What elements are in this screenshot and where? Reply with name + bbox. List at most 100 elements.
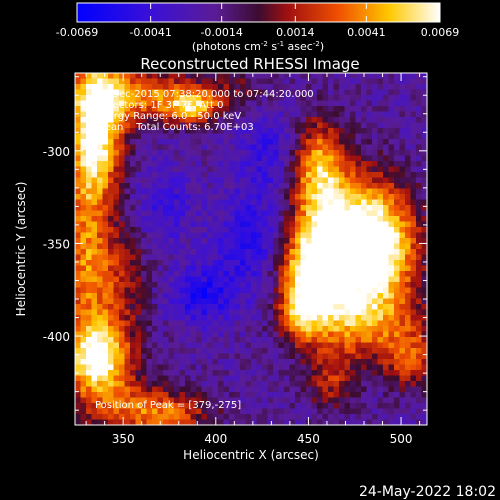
heatmap-cell [361, 238, 367, 244]
heatmap-cell [410, 133, 417, 140]
heatmap-cell [284, 221, 290, 228]
heatmap-cell [333, 293, 340, 299]
heatmap-cell [141, 84, 147, 90]
heatmap-cell [339, 287, 345, 294]
heatmap-cell [262, 315, 268, 321]
heatmap-cell [212, 144, 219, 151]
heatmap-cell [157, 172, 164, 178]
heatmap-cell [240, 172, 246, 178]
heatmap-cell [383, 392, 389, 398]
heatmap-cell [344, 111, 351, 118]
heatmap-cell [295, 139, 301, 145]
heatmap-cell [262, 111, 268, 118]
heatmap-cell [190, 216, 197, 222]
heatmap-cell [311, 375, 318, 382]
heatmap-cell [306, 320, 312, 327]
heatmap-cell [322, 254, 329, 261]
heatmap-cell [339, 106, 345, 112]
heatmap-cell [339, 194, 345, 200]
heatmap-cell [328, 293, 334, 299]
heatmap-cell [91, 95, 98, 101]
heatmap-cell [399, 408, 406, 415]
heatmap-cell [328, 381, 334, 387]
heatmap-cell [207, 309, 213, 316]
heatmap-cell [146, 276, 153, 283]
heatmap-cell [421, 128, 428, 134]
heatmap-cell [185, 408, 191, 415]
heatmap-cell [80, 155, 87, 162]
heatmap-cell [240, 276, 246, 283]
heatmap-cell [141, 419, 147, 426]
annotation-detectors: Detectors: 1F 3F 7F, Att 0 [95, 100, 223, 111]
heatmap-cell [421, 73, 428, 79]
heatmap-cell [190, 353, 197, 360]
heatmap-cell [135, 84, 142, 90]
heatmap-cell [174, 188, 180, 195]
heatmap-cell [333, 100, 340, 107]
heatmap-cell [284, 276, 290, 283]
heatmap-cell [135, 304, 142, 310]
heatmap-cell [416, 128, 422, 134]
heatmap-cell [245, 139, 252, 145]
heatmap-cell [405, 161, 411, 167]
heatmap-cell [234, 375, 241, 382]
heatmap-cell [278, 73, 285, 79]
heatmap-cell [256, 238, 263, 244]
heatmap-cell [350, 353, 356, 360]
heatmap-cell [130, 260, 136, 266]
heatmap-cell [355, 414, 362, 420]
heatmap-cell [273, 106, 279, 112]
heatmap-cell [361, 188, 367, 195]
heatmap-cell [350, 100, 356, 107]
heatmap-cell [262, 238, 268, 244]
heatmap-cell [372, 326, 378, 332]
heatmap-cell [212, 177, 219, 184]
heatmap-cell [295, 183, 301, 189]
heatmap-cell [355, 386, 362, 393]
heatmap-cell [306, 177, 312, 184]
heatmap-cell [75, 89, 81, 96]
heatmap-cell [284, 331, 290, 338]
heatmap-cell [322, 265, 329, 272]
heatmap-cell [355, 177, 362, 184]
heatmap-cell [300, 293, 307, 299]
heatmap-cell [317, 194, 323, 200]
heatmap-cell [75, 298, 81, 305]
heatmap-cell [119, 89, 125, 96]
heatmap-cell [80, 320, 87, 327]
heatmap-cell [267, 89, 274, 96]
heatmap-cell [256, 144, 263, 151]
heatmap-cell [179, 364, 186, 371]
heatmap-cell [388, 397, 395, 404]
heatmap-cell [399, 227, 406, 233]
heatmap-cell [86, 414, 92, 420]
heatmap-cell [317, 73, 323, 79]
heatmap-cell [311, 293, 318, 299]
heatmap-cell [416, 150, 422, 156]
heatmap-cell [311, 122, 318, 129]
heatmap-cell [377, 287, 384, 294]
heatmap-cell [322, 128, 329, 134]
heatmap-cell [75, 194, 81, 200]
heatmap-cell [350, 227, 356, 233]
heatmap-cell [394, 73, 400, 79]
heatmap-cell [355, 364, 362, 371]
heatmap-cell [333, 419, 340, 426]
heatmap-cell [212, 95, 219, 101]
heatmap-cell [102, 117, 109, 123]
heatmap-cell [91, 331, 98, 338]
heatmap-cell [152, 331, 158, 338]
heatmap-cell [366, 199, 373, 206]
heatmap-cell [234, 359, 241, 365]
heatmap-cell [333, 194, 340, 200]
heatmap-cell [75, 161, 81, 167]
heatmap-cell [141, 117, 147, 123]
heatmap-cell [383, 150, 389, 156]
heatmap-cell [124, 166, 131, 173]
heatmap-cell [333, 414, 340, 420]
heatmap-cell [86, 139, 92, 145]
heatmap-cell [168, 205, 175, 211]
heatmap-cell [119, 309, 125, 316]
heatmap-cell [421, 375, 428, 382]
heatmap-cell [361, 199, 367, 206]
